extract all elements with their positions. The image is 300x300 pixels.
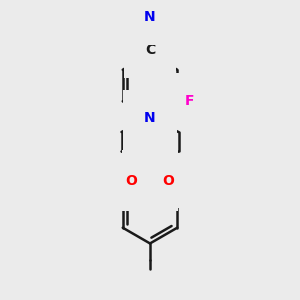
Text: N: N: [144, 10, 156, 24]
Text: N: N: [144, 111, 156, 124]
Text: C: C: [145, 44, 155, 57]
Text: S: S: [145, 173, 155, 188]
Text: O: O: [163, 174, 175, 188]
Text: N: N: [144, 159, 156, 173]
Text: F: F: [185, 94, 195, 108]
Text: O: O: [125, 174, 137, 188]
